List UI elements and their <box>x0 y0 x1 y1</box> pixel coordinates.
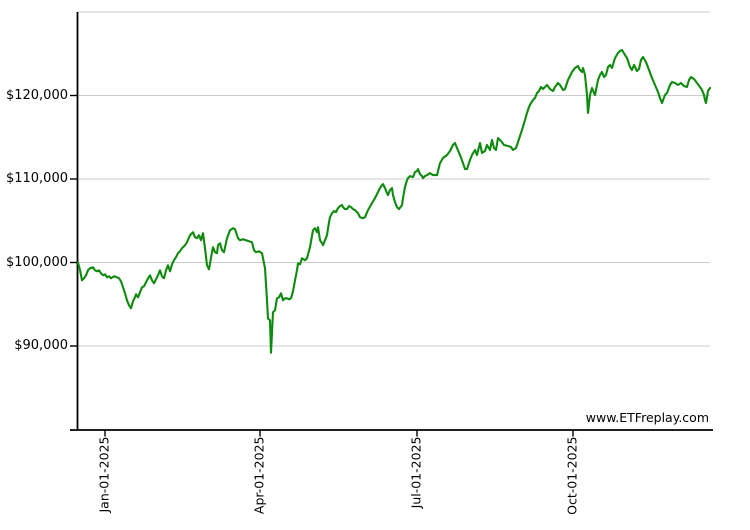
y-tick-label-100000: $100,000 <box>5 254 68 270</box>
x-tick-label-jul: Jul-01-2025 <box>408 436 424 509</box>
etfreplay-watermark: www.ETFreplay.com <box>585 410 709 425</box>
y-tick-label-90000: $90,000 <box>14 338 68 353</box>
price-line-portfolio-value-usd <box>76 48 712 354</box>
x-tick-label-oct: Oct-01-2025 <box>564 436 580 515</box>
y-tick-label-120000: $120,000 <box>5 87 68 103</box>
x-tick-label-apr: Apr-01-2025 <box>251 436 267 515</box>
x-tick-label-jan: Jan-01-2025 <box>96 436 112 513</box>
y-tick-label-110000: $110,000 <box>5 171 68 186</box>
